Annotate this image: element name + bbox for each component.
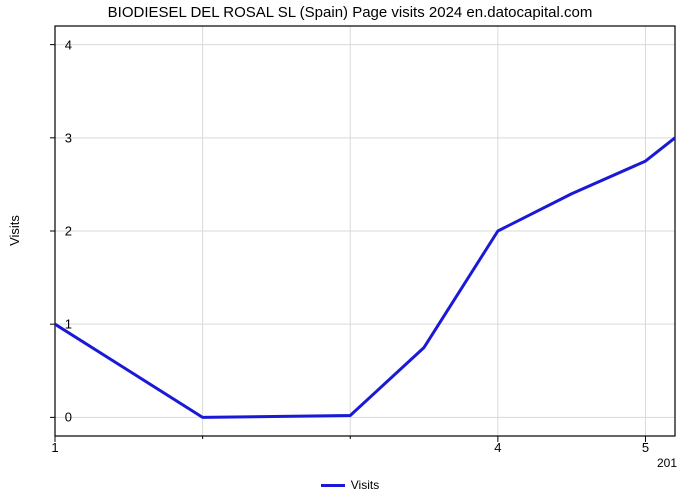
y-tick-label: 0: [52, 410, 72, 425]
legend: Visits: [0, 478, 700, 492]
y-tick-label: 1: [52, 317, 72, 332]
visits-line: [55, 138, 675, 418]
y-tick-label: 3: [52, 130, 72, 145]
legend-swatch: [321, 484, 345, 487]
y-axis-label: Visits: [4, 0, 24, 460]
series-layer: [55, 26, 675, 436]
plot-area: [55, 26, 675, 436]
legend-label: Visits: [351, 478, 379, 492]
x-tick-label: 1: [51, 440, 58, 455]
y-tick-label: 4: [52, 37, 72, 52]
y-tick-label: 2: [52, 224, 72, 239]
x-secondary-label: 201: [657, 456, 677, 470]
x-tick-label: 5: [642, 440, 649, 455]
visits-chart: BIODIESEL DEL ROSAL SL (Spain) Page visi…: [0, 0, 700, 500]
y-axis-label-text: Visits: [7, 215, 22, 246]
x-tick-label: 4: [494, 440, 501, 455]
chart-title: BIODIESEL DEL ROSAL SL (Spain) Page visi…: [0, 4, 700, 21]
